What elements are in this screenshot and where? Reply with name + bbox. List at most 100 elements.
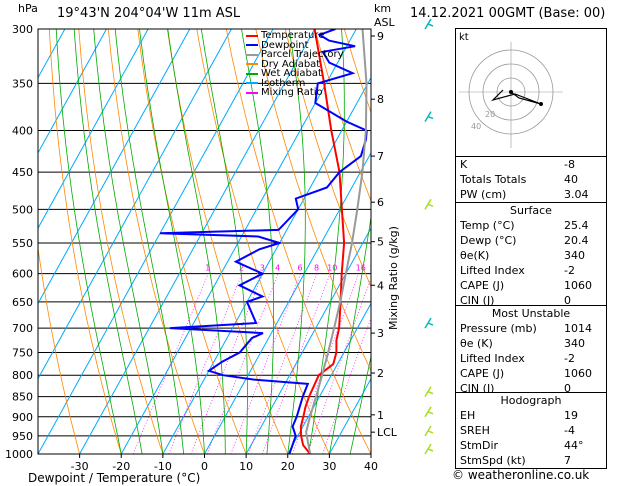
dry-adiabat-line bbox=[314, 29, 371, 202]
index-label: K bbox=[460, 158, 468, 171]
isotherm-line bbox=[38, 29, 274, 454]
index-label: Totals Totals bbox=[460, 173, 527, 186]
wet-adiabat-line bbox=[139, 29, 205, 454]
x-tick-label: 20 bbox=[281, 460, 295, 473]
legend-label: Isotherm bbox=[261, 77, 306, 89]
wind-barb bbox=[424, 443, 434, 455]
mixing-ratio-label: 20 bbox=[370, 264, 380, 273]
index-value: -8 bbox=[564, 158, 575, 171]
legend-label: Mixing Ratio bbox=[261, 87, 323, 98]
hodograph: kt 40 20 bbox=[455, 28, 607, 178]
wet-adiabat-line bbox=[349, 354, 371, 454]
most-unstable-row: θe (K) 340 bbox=[456, 336, 606, 351]
x-tick-label: 30 bbox=[322, 460, 336, 473]
isotherm-line bbox=[120, 29, 357, 454]
height-unit-label: km bbox=[374, 2, 392, 15]
legend-label: Wet Adiabat bbox=[261, 68, 322, 79]
pressure-tick-label: 400 bbox=[12, 125, 33, 138]
legend-entry: Dewpoint bbox=[246, 40, 344, 51]
surface-row: Lifted Index -2 bbox=[456, 263, 606, 278]
surface-value: 20.4 bbox=[564, 234, 589, 247]
hodograph-stat-row: StmSpd (kt) 7 bbox=[456, 453, 606, 468]
mixing-ratio-line bbox=[168, 273, 243, 454]
mixing-ratio-label: 4 bbox=[275, 264, 280, 273]
most-unstable-label: θe (K) bbox=[460, 337, 493, 350]
wind-barb bbox=[424, 111, 434, 122]
legend-label: Dry Adiabat bbox=[261, 58, 321, 70]
index-row: Totals Totals 40 bbox=[456, 172, 606, 187]
surface-row: θe(K) 340 bbox=[456, 248, 606, 263]
surface-value: 25.4 bbox=[564, 219, 589, 232]
mixing-ratio-line bbox=[230, 273, 301, 454]
most-unstable-label: CIN (J) bbox=[460, 382, 495, 395]
height-unit-asl-label: ASL bbox=[374, 16, 395, 29]
surface-title: Surface bbox=[510, 204, 552, 217]
most-unstable-title: Most Unstable bbox=[491, 307, 571, 320]
wind-barb bbox=[424, 425, 434, 437]
pressure-tick-label: 750 bbox=[12, 346, 33, 359]
mixing-ratio-label: 2 bbox=[239, 264, 244, 273]
wind-barb bbox=[424, 406, 434, 418]
indices-table: K -8 Totals Totals 40 PW (cm) 3.04 bbox=[455, 156, 607, 203]
dry-adiabat-line bbox=[284, 29, 371, 288]
mixing-ratio-label: 1 bbox=[205, 264, 210, 273]
pressure-tick-label: 550 bbox=[12, 237, 33, 250]
index-row: K -8 bbox=[456, 157, 606, 172]
legend-entry: Wet Adiabat bbox=[246, 69, 344, 79]
series-temperature bbox=[299, 29, 346, 454]
series-parcel-trajectory bbox=[305, 29, 368, 454]
km-tick-label: 1 bbox=[377, 409, 384, 422]
isotherm-line bbox=[79, 29, 316, 454]
isotherm-line bbox=[204, 151, 371, 454]
mixing-ratio-axis-label: Mixing Ratio (g/kg) bbox=[387, 226, 400, 330]
hodograph-center bbox=[509, 90, 513, 94]
most-unstable-value: -2 bbox=[564, 352, 575, 365]
dry-adiabat-line bbox=[48, 29, 122, 454]
x-tick-label: -10 bbox=[154, 460, 172, 473]
surface-row: CIN (J) 0 bbox=[456, 293, 606, 308]
dry-adiabat-line bbox=[107, 29, 205, 454]
wet-adiabat-line bbox=[308, 29, 345, 454]
dry-adiabat-line bbox=[610, 29, 629, 454]
hodograph-stat-label: StmDir bbox=[460, 439, 499, 452]
isotherm-line bbox=[38, 29, 107, 154]
chart-legend: Temperature Dewpoint Parcel Trajectory Dry … bbox=[246, 31, 344, 98]
pressure-tick-label: 500 bbox=[12, 203, 33, 216]
legend-swatch bbox=[246, 44, 258, 47]
surface-row: CAPE (J) 1060 bbox=[456, 278, 606, 293]
location-label: 19°43'N 204°04'W 11m ASL bbox=[57, 6, 241, 21]
surface-label: Dewp (°C) bbox=[460, 234, 517, 247]
hodograph-ring-label: 20 bbox=[485, 110, 495, 119]
pressure-tick-label: 800 bbox=[12, 369, 33, 382]
pressure-tick-label: 350 bbox=[12, 77, 33, 90]
most-unstable-row: CIN (J) 0 bbox=[456, 381, 606, 396]
wind-barb bbox=[424, 18, 434, 30]
x-tick-label: 40 bbox=[364, 460, 378, 473]
dry-adiabat-line bbox=[225, 29, 371, 454]
pressure-tick-label: 600 bbox=[12, 268, 33, 281]
x-tick-label: -20 bbox=[112, 460, 130, 473]
surface-label: Temp (°C) bbox=[460, 219, 515, 232]
wet-adiabat-line bbox=[287, 29, 306, 454]
isotherm-line bbox=[328, 377, 371, 454]
pressure-tick-label: 700 bbox=[12, 322, 33, 335]
km-tick-label: 8 bbox=[377, 93, 384, 106]
series-dewpoint bbox=[160, 29, 368, 454]
isotherm-line bbox=[287, 302, 371, 454]
hodograph-table: Hodograph EH 19 SREH -4 StmDir 44° StmSpd (kt)… bbox=[455, 392, 607, 469]
wet-adiabat-line bbox=[55, 29, 122, 454]
hodograph-trace bbox=[490, 89, 542, 105]
index-label: PW (cm) bbox=[460, 188, 507, 201]
hodograph-stat-row: SREH -4 bbox=[456, 423, 606, 438]
credit-label: © weatheronline.co.uk bbox=[452, 468, 590, 482]
isotherm-line bbox=[38, 29, 232, 380]
isotherm-line bbox=[162, 76, 371, 454]
dry-adiabat-line bbox=[196, 29, 330, 454]
wet-adiabat-line bbox=[73, 29, 143, 454]
x-tick-label: 0 bbox=[201, 460, 208, 473]
most-unstable-row: Pressure (mb) 1014 bbox=[456, 321, 606, 336]
legend-entry: Parcel Trajectory bbox=[246, 50, 344, 60]
surface-value: 340 bbox=[564, 249, 585, 262]
hodograph-stat-value: 7 bbox=[564, 454, 571, 467]
most-unstable-label: Pressure (mb) bbox=[460, 322, 537, 335]
